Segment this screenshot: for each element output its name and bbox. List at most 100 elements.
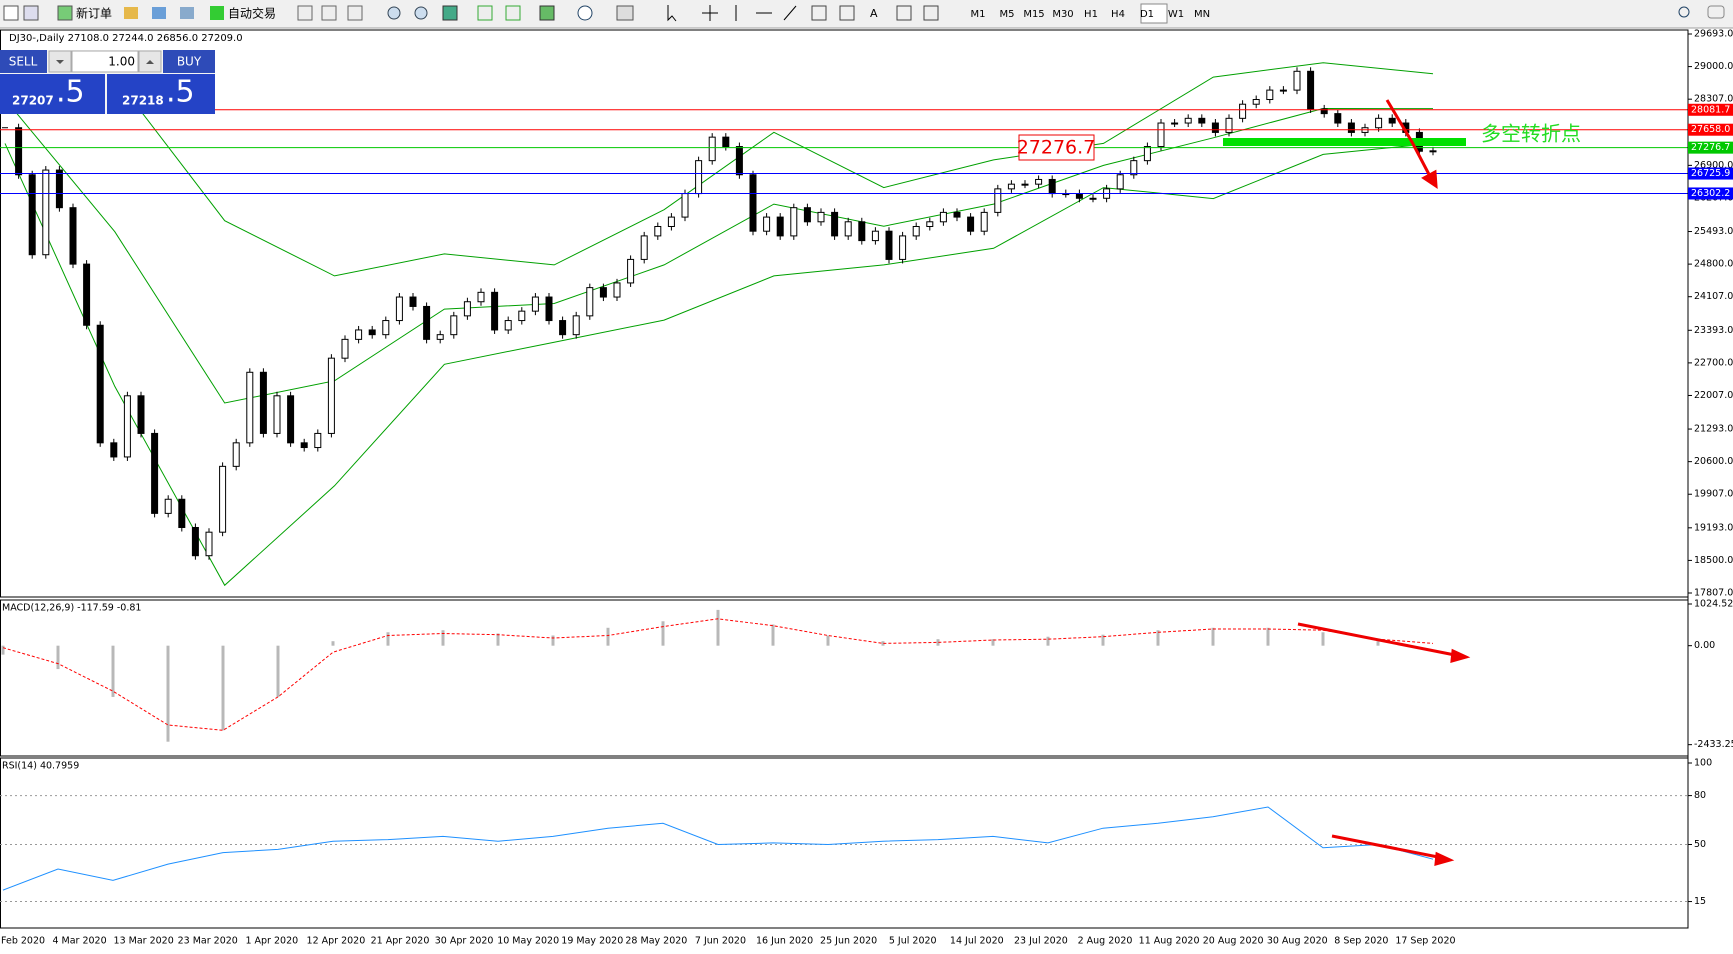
macd-bar [606,627,610,646]
x-tick-label: 13 Mar 2020 [114,936,174,947]
y-tick-label: 21293.0 [1694,424,1733,435]
candle [327,357,335,434]
icon[interactable] [505,5,521,21]
icon[interactable] [57,5,73,21]
candle [42,169,50,256]
level-tag [1688,103,1733,116]
y-tick-label: 18500.0 [1694,555,1733,566]
band-middle [4,98,1434,404]
icon[interactable] [180,7,194,19]
text-tool[interactable]: A [870,7,878,20]
ask-box[interactable] [107,74,215,114]
candle [382,320,390,336]
icon[interactable] [923,5,939,21]
candle [1388,117,1396,124]
candle [1279,89,1287,92]
candle [395,296,403,322]
candle [1021,183,1029,186]
macd-bar [1,645,5,655]
macd-bar [661,621,665,646]
candle [1334,113,1342,124]
x-tick-label: 23 Jul 2020 [1014,936,1068,947]
auto-trading[interactable]: 自动交易 [228,6,276,21]
icon[interactable] [321,5,337,21]
macd-bar [496,633,500,646]
timeframe[interactable]: MN [1194,9,1210,20]
timeframe[interactable]: H1 [1084,9,1098,20]
icon[interactable] [811,5,827,21]
candle [1116,174,1124,190]
lot-input[interactable] [71,50,139,73]
zoom-in[interactable] [387,6,401,20]
icon[interactable] [347,5,363,21]
timeframe[interactable]: M15 [1023,9,1044,20]
candle [504,320,512,331]
timeframe[interactable]: W1 [1168,9,1184,20]
level-label: 27276.7 [1691,142,1730,153]
icon[interactable] [577,5,593,21]
buy-button[interactable] [163,50,215,73]
candle [450,315,458,336]
icon[interactable] [896,5,912,21]
search[interactable] [1678,6,1690,18]
candle [1211,122,1219,133]
timeframe[interactable]: M1 [971,9,986,20]
bid-box[interactable] [0,74,105,114]
icon[interactable] [297,5,313,21]
y-tick-label: 28307.0 [1694,94,1733,105]
candle [654,225,662,237]
timeframe[interactable]: M5 [1000,9,1015,20]
candle [831,211,839,237]
x-tick-label: 30 Aug 2020 [1267,936,1328,947]
icon[interactable] [210,6,224,20]
x-tick-label: 7 Jun 2020 [695,936,746,947]
icon[interactable] [839,5,855,21]
y-tick-label: 22700.0 [1694,357,1733,368]
candle [1089,197,1097,200]
arrow-line [1331,834,1444,860]
timeframe[interactable]: D1 [1140,9,1154,20]
candle [55,169,63,209]
icon[interactable] [616,5,634,21]
icon[interactable] [152,7,166,19]
arrow-head [1450,648,1471,664]
candle [667,216,675,227]
chat[interactable] [1707,5,1725,19]
new-order[interactable]: 新订单 [76,6,112,21]
icon[interactable] [23,5,39,21]
candle [259,371,267,434]
y-tick-label: 15 [1694,896,1706,907]
candle [722,136,730,148]
icon[interactable] [477,5,493,21]
x-tick-label: 4 Mar 2020 [52,936,106,947]
icon[interactable] [442,5,458,21]
band-lower [4,142,1434,587]
candle [1252,99,1260,105]
icon[interactable] [3,5,19,21]
bid-big: 27207 [12,94,54,108]
x-tick-label: 23 Mar 2020 [178,936,238,947]
macd-bar [166,645,170,742]
trendline[interactable] [783,5,797,21]
buy-label[interactable]: BUY [177,55,202,69]
timeframe[interactable]: H4 [1111,9,1125,20]
price-box-text: 27276.7 [1017,137,1096,159]
crosshair[interactable] [702,5,718,21]
sell-label[interactable]: SELL [9,55,38,69]
arrow-head [1434,851,1455,867]
icon[interactable] [539,5,555,21]
candle [151,432,159,514]
icon[interactable] [124,7,138,19]
candle [545,296,553,322]
x-tick-label: 20 Aug 2020 [1203,936,1264,947]
candle [790,207,798,237]
y-tick-label: 50 [1694,839,1706,850]
candle [1429,150,1437,153]
timeframe[interactable]: M30 [1052,9,1073,20]
sell-button[interactable] [0,50,47,73]
cursor[interactable] [667,5,677,22]
candle [137,395,145,434]
zoom-out[interactable] [414,6,428,20]
toolbar-items: 新订单 自动交易 A M1 M5 M15 M30 H1 H4 D1 W1 MN [3,3,1725,24]
